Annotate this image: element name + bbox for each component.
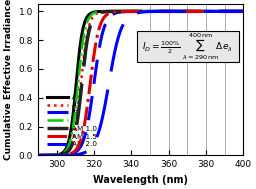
Legend: A, A', B, C, AM 1.0, AM 1.5, AM 2.0: A, A', B, C, AM 1.0, AM 1.5, AM 2.0 (44, 91, 100, 150)
Y-axis label: Cumulative Effective Irradiance: Cumulative Effective Irradiance (4, 0, 13, 160)
X-axis label: Wavelength (nm): Wavelength (nm) (93, 175, 188, 185)
